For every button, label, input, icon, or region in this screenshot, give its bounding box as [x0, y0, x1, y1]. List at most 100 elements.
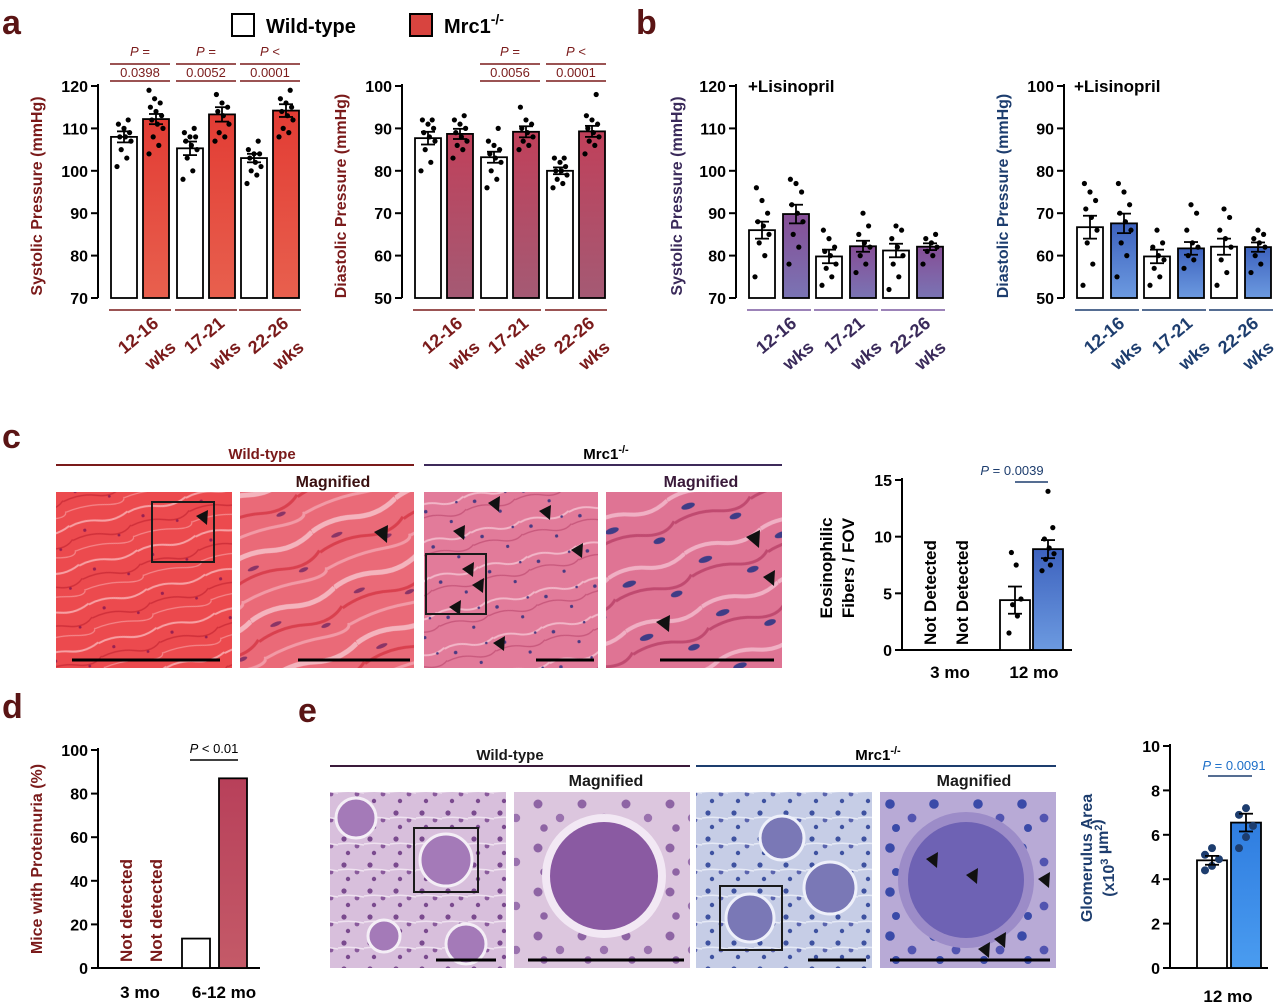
y-tick-label: 20	[70, 917, 88, 934]
p-value-label: P <	[260, 44, 280, 59]
data-point	[1014, 613, 1021, 619]
data-point	[516, 147, 522, 153]
data-point	[244, 180, 250, 187]
data-point	[124, 155, 130, 161]
data-point	[856, 231, 862, 237]
bar-mrc1	[272, 109, 300, 299]
data-point	[523, 117, 529, 123]
category-label: 3 mo	[120, 983, 160, 1002]
data-point	[796, 244, 802, 250]
data-point	[147, 104, 153, 110]
data-point	[190, 168, 196, 174]
data-point	[215, 108, 221, 115]
category-label-unit: wks	[140, 337, 180, 375]
data-point	[787, 176, 794, 182]
kidney-ko-mag-arrowhead	[926, 852, 938, 868]
data-point	[184, 155, 190, 161]
y-tick-label: 50	[1036, 291, 1054, 308]
data-point	[1150, 244, 1156, 250]
category-label: 12 mo	[1009, 663, 1058, 682]
heart-ko-image	[424, 492, 598, 668]
data-point	[431, 125, 437, 131]
y-axis-label: Fibers / FOV	[839, 517, 858, 618]
heart-wt-zoom-box	[151, 501, 215, 563]
y-tick-label: 70	[1036, 206, 1054, 223]
y-tick-label: 2	[1151, 917, 1160, 934]
not-detected-label: Not detected	[147, 859, 166, 962]
data-point	[820, 227, 827, 233]
bar-mrc1	[578, 130, 606, 299]
p-value-label: P = 0.0091	[1202, 758, 1265, 773]
data-point	[1051, 551, 1057, 557]
data-point	[592, 142, 598, 148]
y-tick-label: 90	[70, 206, 88, 223]
y-tick-label: 10	[1142, 739, 1160, 756]
category-label: 12 mo	[1203, 987, 1252, 1004]
data-point	[550, 185, 556, 191]
data-point	[1252, 253, 1258, 259]
data-point	[419, 117, 425, 123]
p-value-number: 0.0056	[490, 65, 530, 80]
data-point	[1124, 253, 1130, 259]
legend-swatch-wild-type	[231, 13, 255, 37]
data-point	[1151, 265, 1157, 271]
data-point	[759, 197, 765, 204]
data-point	[1157, 274, 1163, 280]
panel-label-d: d	[2, 688, 23, 726]
bar-mrc1	[142, 118, 170, 299]
kidney-ko-mag-arrowhead	[978, 942, 990, 958]
data-point	[1195, 244, 1201, 250]
data-point	[1242, 804, 1250, 813]
data-point	[1121, 189, 1127, 195]
kidney-wt-glomerulus	[366, 918, 402, 954]
y-tick-label: 60	[1036, 249, 1054, 266]
category-label-unit: wks	[444, 337, 484, 375]
y-tick-label: 80	[70, 249, 88, 266]
y-axis-label: Glomerulus Area	[1079, 794, 1096, 922]
data-point	[219, 100, 225, 106]
not-detected-label: Not Detected	[953, 540, 972, 645]
data-point	[160, 125, 166, 131]
data-point	[934, 244, 940, 250]
data-point	[1248, 269, 1254, 276]
y-tick-label: 0	[1151, 961, 1160, 978]
data-point	[1214, 282, 1220, 288]
category-label-unit: wks	[1174, 337, 1214, 375]
y-tick-label: 90	[1036, 121, 1054, 138]
heart-ko-arrowhead	[462, 562, 474, 577]
chart-a_diastolic: Diastolic Pressure (mmHg)506070809010012…	[333, 44, 614, 375]
data-point	[289, 104, 295, 110]
y-tick-label: 120	[61, 79, 88, 96]
data-point	[1115, 180, 1121, 187]
heart-ko-arrowhead	[453, 525, 465, 540]
y-tick-label: 70	[708, 291, 726, 308]
data-point	[1047, 562, 1053, 568]
data-point	[286, 130, 292, 136]
data-point	[1215, 855, 1223, 864]
data-point	[933, 231, 939, 237]
data-point	[245, 147, 251, 153]
annotation-lisinopril: +Lisinopril	[748, 77, 834, 96]
data-point	[1118, 240, 1124, 246]
data-point	[226, 121, 232, 127]
annotation-lisinopril: +Lisinopril	[1074, 77, 1160, 96]
y-tick-label: 50	[374, 291, 392, 308]
data-point	[1251, 236, 1257, 242]
bar-mrc1	[1177, 247, 1205, 299]
bar-mrc1	[1110, 222, 1138, 299]
panel-e-ko-header: Mrc1-/-	[855, 745, 901, 764]
data-point	[1154, 227, 1160, 233]
data-point	[756, 240, 762, 246]
data-point	[425, 121, 431, 127]
kidney-ko-mag-arrowhead	[994, 932, 1006, 948]
data-point	[1235, 810, 1243, 819]
data-point	[799, 189, 805, 195]
data-point	[157, 100, 163, 106]
data-point	[857, 253, 863, 259]
data-point	[290, 117, 296, 123]
y-tick-label: 80	[1036, 164, 1054, 181]
p-value-label: P =	[500, 44, 520, 59]
not-detected-label: Not Detected	[921, 540, 940, 645]
panel-e-histology: Wild-type Mrc1-/- Magnified Magnified	[330, 745, 1056, 968]
legend-label-wild-type: Wild-type	[266, 16, 356, 38]
